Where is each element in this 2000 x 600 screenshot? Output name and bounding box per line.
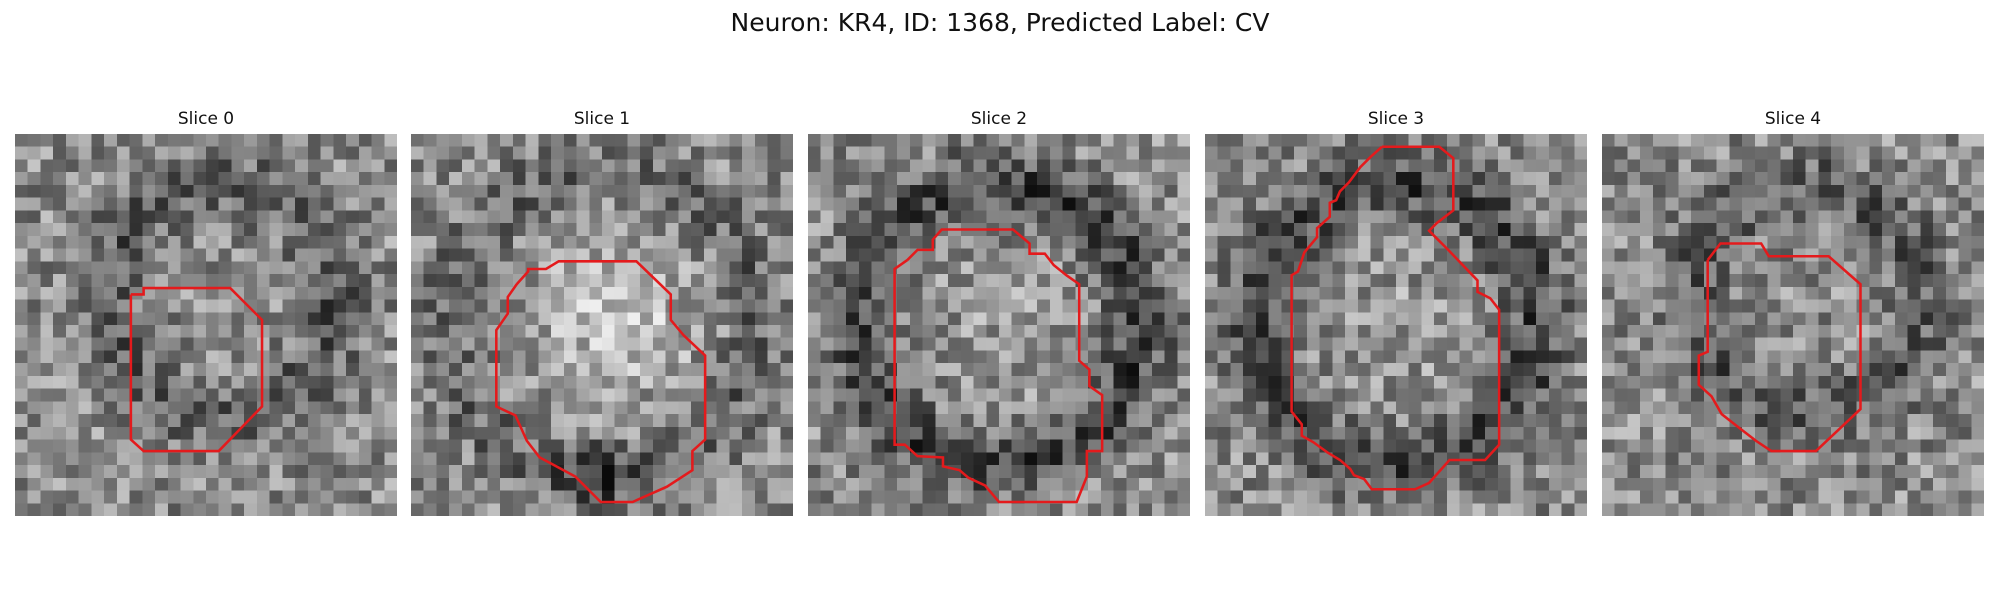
noise-texture [15, 134, 397, 516]
slice-panel-0: Slice 0 [15, 108, 397, 516]
slice-title-2: Slice 2 [970, 109, 1028, 129]
slice-panel-3: Slice 3 [1205, 108, 1587, 516]
slice-image-3 [1205, 134, 1587, 516]
noise-texture [1205, 134, 1587, 516]
segmentation-contour [129, 286, 264, 453]
noise-texture [808, 134, 1190, 516]
slice-panel-2: Slice 2 [808, 108, 1190, 516]
noise-texture [411, 134, 793, 516]
slice-image-4 [1602, 134, 1984, 516]
slice-title-1: Slice 1 [573, 109, 631, 129]
slice-title-0: Slice 0 [177, 109, 235, 129]
slice-image-1 [411, 134, 793, 516]
figure-title: Neuron: KR4, ID: 1368, Predicted Label: … [730, 8, 1270, 37]
slice-panel-1: Slice 1 [411, 108, 793, 516]
segmentation-contour [495, 260, 707, 504]
slice-image-2 [808, 134, 1190, 516]
slice-image-0 [15, 134, 397, 516]
segmentation-contour [893, 228, 1104, 504]
segmentation-contour [1697, 242, 1862, 453]
slice-title-4: Slice 4 [1764, 109, 1822, 129]
slice-title-3: Slice 3 [1367, 109, 1425, 129]
noise-texture [1602, 134, 1984, 516]
segmentation-contour [1290, 145, 1501, 491]
slice-panel-4: Slice 4 [1602, 108, 1984, 516]
